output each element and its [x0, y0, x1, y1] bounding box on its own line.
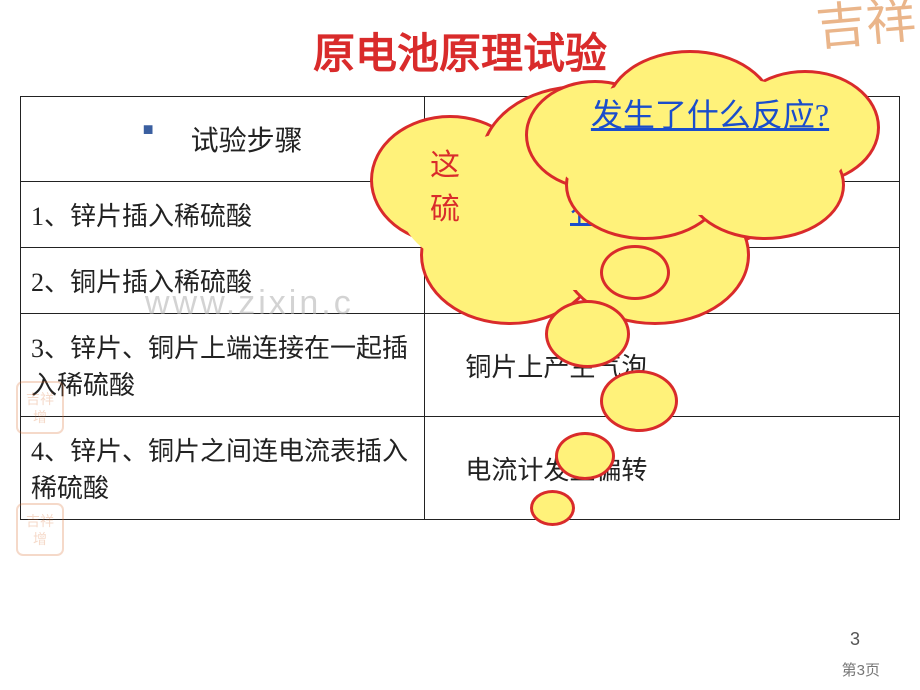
result-cell: 电流计发生偏转 — [425, 417, 900, 520]
step-cell: 4、锌片、铜片之间连电流表插入稀硫酸 — [21, 417, 425, 520]
thought-bubble-dot — [600, 245, 670, 300]
stamp-decoration: 吉祥增 — [15, 502, 65, 562]
step-cell: 2、铜片插入稀硫酸 — [21, 248, 425, 314]
bullet-icon: ■ — [143, 119, 154, 140]
svg-text:增: 增 — [33, 409, 47, 425]
stamp-decoration: 吉祥增 — [15, 380, 65, 440]
slide: 吉祥 原电池原理试验 ■ 试验步骤 1、锌片插入稀硫酸 2、铜片插入稀硫酸 到 … — [0, 0, 920, 690]
slide-title: 原电池原理试验 — [0, 0, 920, 81]
svg-text:增: 增 — [33, 531, 47, 547]
corner-decoration: 吉祥 — [814, 0, 918, 51]
svg-text:吉祥: 吉祥 — [26, 391, 54, 407]
slide-number: 3 — [850, 629, 860, 650]
table-row: 3、锌片、铜片上端连接在一起插入稀硫酸 铜片上产生气泡 — [21, 314, 900, 417]
header-steps: ■ 试验步骤 — [21, 97, 425, 182]
page-label: 第3页 — [842, 659, 880, 680]
cloud-front-link[interactable]: 发生了什么反应? — [591, 97, 829, 133]
step-cell: 3、锌片、铜片上端连接在一起插入稀硫酸 — [21, 314, 425, 417]
header-steps-label: 试验步骤 — [191, 126, 303, 157]
cloud-back-text-1: 这 — [430, 149, 460, 182]
svg-text:吉祥: 吉祥 — [26, 513, 54, 529]
cloud-back-text-2: 硫 — [430, 193, 460, 226]
thought-bubble-dot — [530, 490, 575, 526]
thought-bubble-dot — [600, 370, 678, 432]
thought-bubble-dot — [555, 432, 615, 480]
thought-bubble-dot — [545, 300, 630, 368]
table-row: 4、锌片、铜片之间连电流表插入稀硫酸 电流计发生偏转 — [21, 417, 900, 520]
step-cell: 1、锌片插入稀硫酸 — [21, 182, 425, 248]
